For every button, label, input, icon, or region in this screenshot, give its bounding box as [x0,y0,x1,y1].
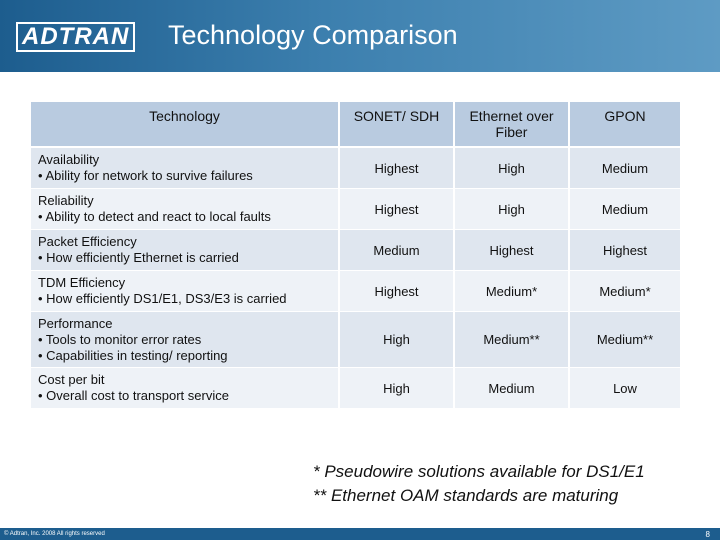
copyright: © Adtran, Inc. 2008 All rights reserved [4,531,105,537]
rating-cell: High [340,312,453,367]
rating-cell: High [455,148,568,188]
label-line: • Ability for network to survive failure… [38,168,253,183]
row-label: Availability • Ability for network to sur… [31,148,338,188]
row-label: Performance • Tools to monitor error rate… [31,312,338,367]
rating-cell: Highest [340,189,453,229]
column-header: GPON [570,102,680,146]
label-line: • Overall cost to transport service [38,388,229,403]
label-line: • Tools to monitor error rates [38,331,202,347]
rating-cell: Medium [570,189,680,229]
logo: ADTRAN [16,22,136,52]
rating-cell: Highest [455,230,568,270]
row-label: TDM Efficiency • How efficiently DS1/E1, … [31,271,338,311]
rating-cell: Medium** [570,312,680,367]
footnote: ** Ethernet OAM standards are maturing [313,486,619,505]
label-line: • Capabilities in testing/ reporting [38,347,228,363]
rating-cell: Medium** [455,312,568,367]
label-line: TDM Efficiency [38,275,126,290]
slide-title: Technology Comparison [168,20,458,50]
page-number: 8 [705,530,710,539]
column-header: SONET/ SDH [340,102,453,146]
label-line: Reliability [38,193,94,208]
rating-cell: Medium* [570,271,680,311]
rating-cell: Medium [570,148,680,188]
rating-cell: Medium [455,368,568,408]
column-header: Technology [31,102,338,146]
rating-cell: Highest [570,230,680,270]
label-line: Packet Efficiency [38,234,137,249]
label-line: Cost per bit [38,372,105,387]
rating-cell: High [455,189,568,229]
row-label: Reliability • Ability to detect and react… [31,189,338,229]
row-label: Cost per bit • Overall cost to transport … [31,368,338,408]
label-line: Availability [38,152,100,167]
label-line: • How efficiently Ethernet is carried [38,250,239,265]
header-band: ADTRAN Technology Comparison [0,0,720,72]
footnote: * Pseudowire solutions available for DS1… [313,462,645,481]
rating-cell: Highest [340,271,453,311]
rating-cell: High [340,368,453,408]
footer-bar: © Adtran, Inc. 2008 All rights reserved … [0,528,720,540]
rating-cell: Medium* [455,271,568,311]
row-label: Packet Efficiency • How efficiently Ether… [31,230,338,270]
column-header: Ethernet over Fiber [455,102,568,146]
rating-cell: Low [570,368,680,408]
label-line: • Ability to detect and react to local f… [38,209,271,224]
label-line: • How efficiently DS1/E1, DS3/E3 is carr… [38,291,287,306]
rating-cell: Highest [340,148,453,188]
label-line: Performance [38,315,113,331]
rating-cell: Medium [340,230,453,270]
